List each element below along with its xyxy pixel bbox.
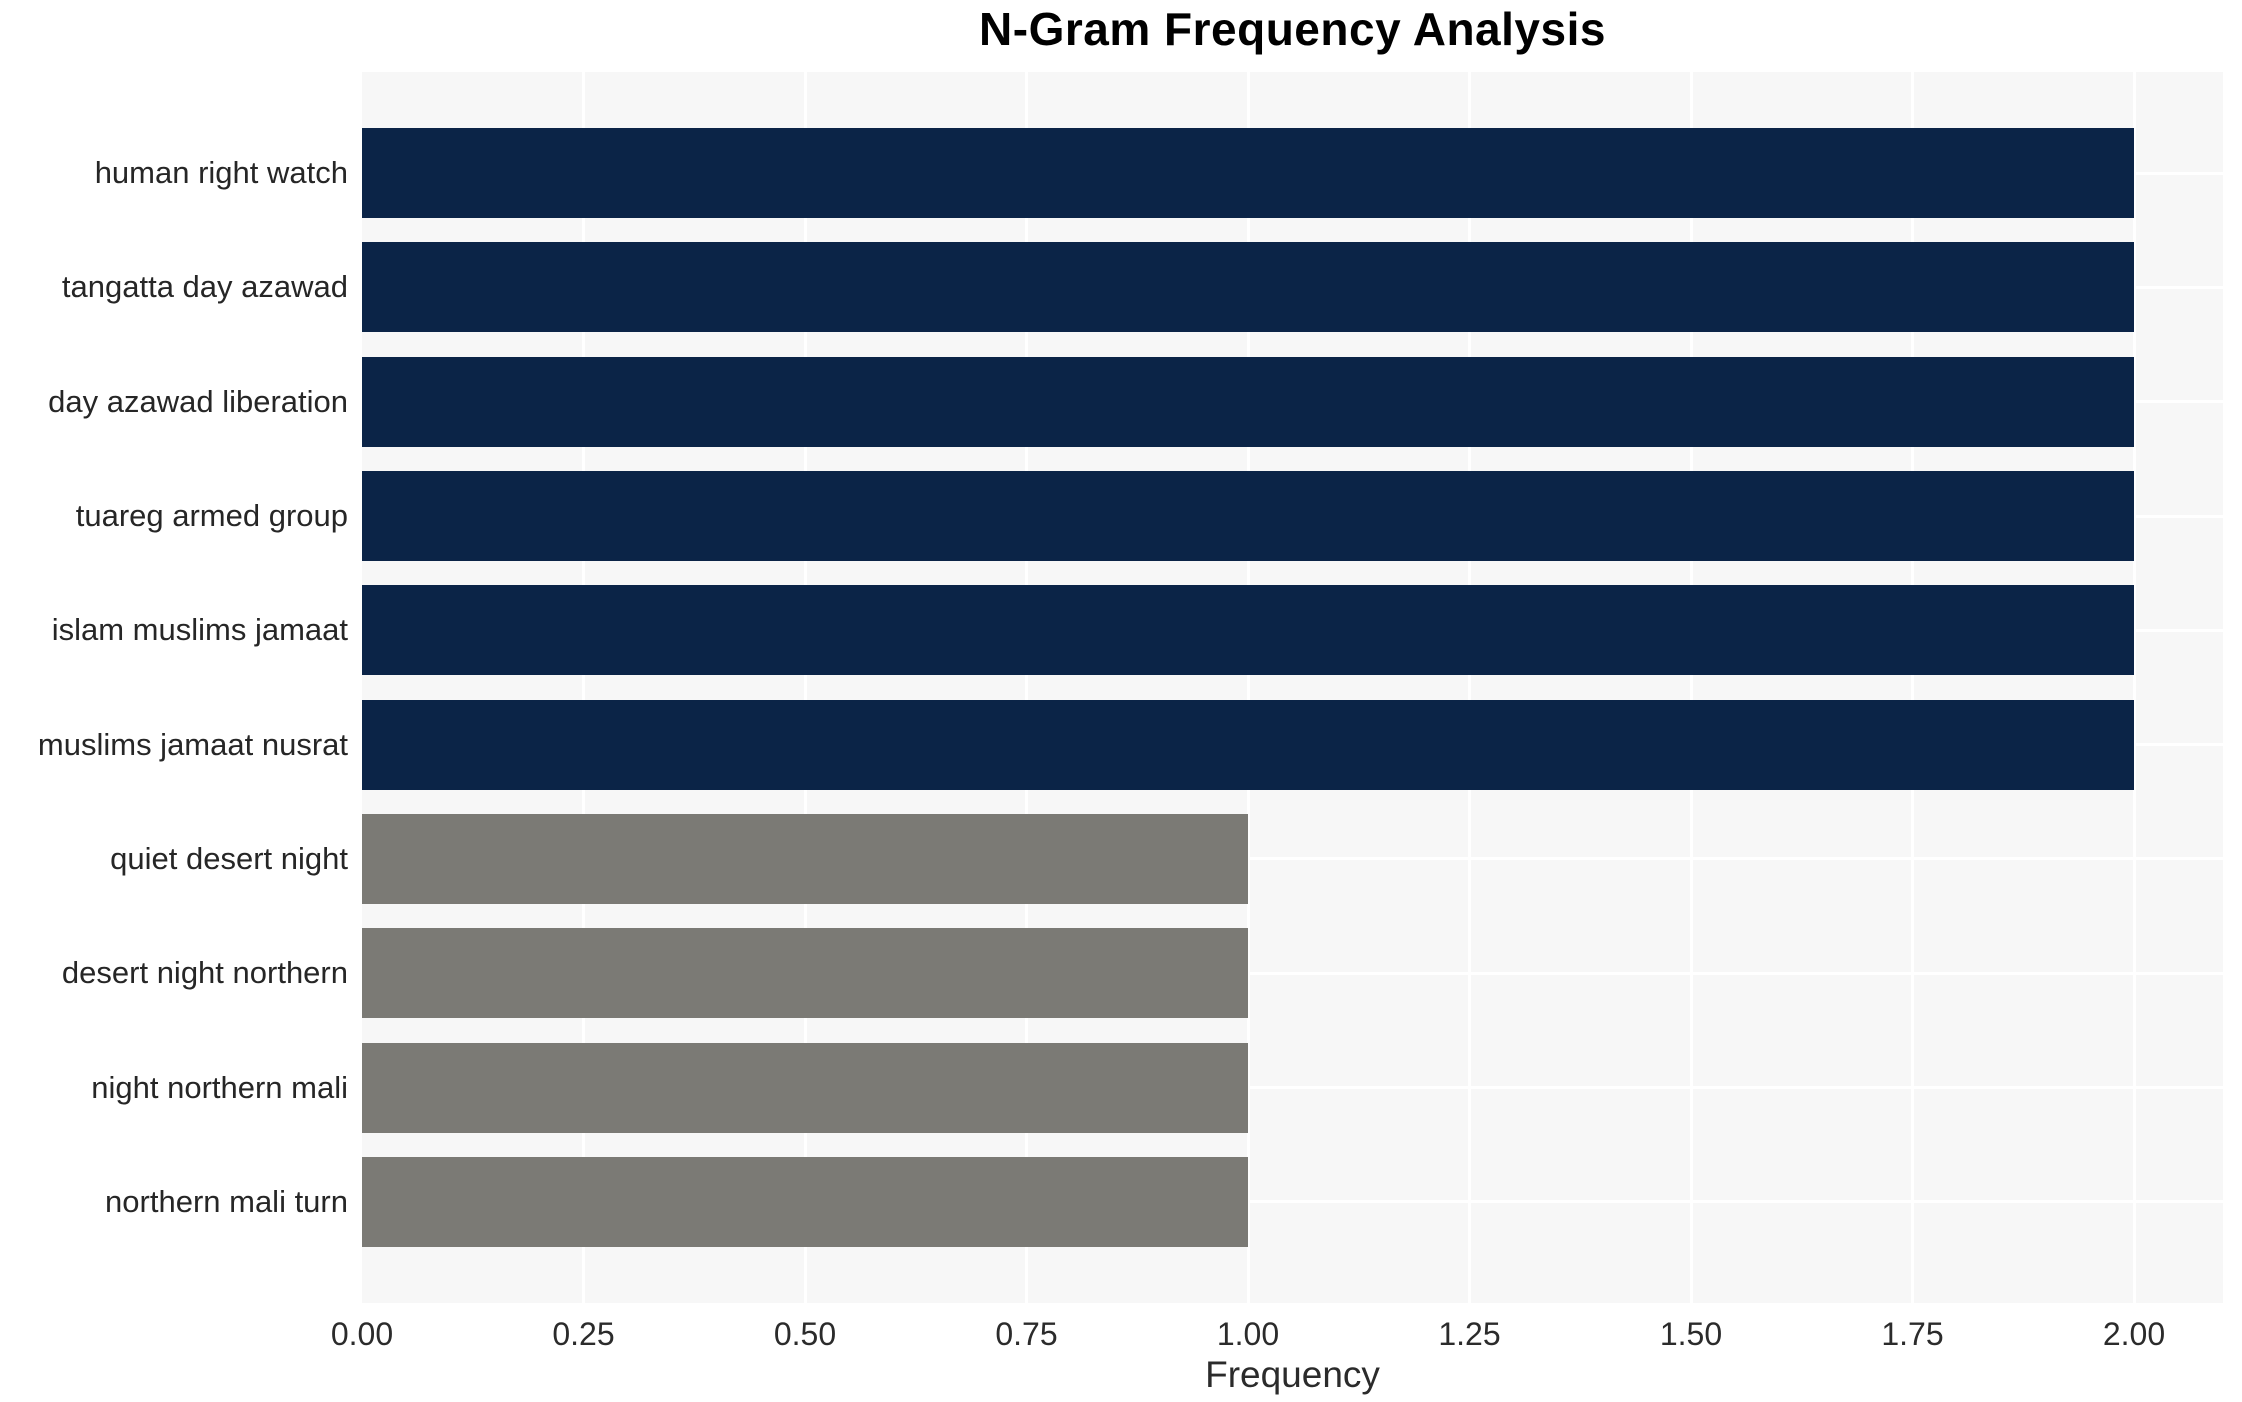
gridline-vertical xyxy=(2132,72,2136,1303)
y-axis-label: islam muslims jamaat xyxy=(51,612,348,648)
x-axis-tick-label: 1.50 xyxy=(1659,1316,1723,1352)
gridline-vertical xyxy=(1911,72,1914,1303)
y-axis-label: day azawad liberation xyxy=(48,383,348,419)
gridline-vertical xyxy=(1689,72,1693,1303)
gridline-horizontal xyxy=(362,1086,2223,1090)
y-axis-label: night northern mali xyxy=(91,1069,348,1105)
gridline-vertical xyxy=(803,72,807,1303)
gridline-vertical xyxy=(582,72,585,1303)
bar-northern-mali-turn xyxy=(362,1156,1248,1247)
bar-night-northern-mali xyxy=(362,1042,1248,1133)
bar-muslims-jamaat-nusrat xyxy=(362,699,2134,790)
x-axis-title: Frequency xyxy=(1205,1354,1380,1395)
x-axis-tick-label: 1.00 xyxy=(1216,1316,1280,1352)
gridline-horizontal xyxy=(362,971,2223,975)
x-axis-tick-label: 0.50 xyxy=(773,1316,837,1352)
bar-tangatta-day-azawad xyxy=(362,242,2134,333)
bar-quiet-desert-night xyxy=(362,813,1248,904)
x-axis-tick-label: 0.25 xyxy=(552,1316,615,1352)
gridline-vertical xyxy=(1025,72,1028,1303)
y-axis-label: tuareg armed group xyxy=(75,498,348,534)
chart-title: N-Gram Frequency Analysis xyxy=(979,3,1606,55)
bar-human-right-watch xyxy=(362,128,2134,219)
x-axis-tick-label: 1.25 xyxy=(1438,1316,1501,1352)
x-axis-tick-label: 0.00 xyxy=(330,1316,394,1352)
bar-tuareg-armed-group xyxy=(362,471,2134,562)
bar-day-azawad-liberation xyxy=(362,356,2134,447)
y-axis-label: northern mali turn xyxy=(105,1183,348,1219)
gridline-vertical xyxy=(1246,72,1250,1303)
x-axis-tick-label: 1.75 xyxy=(1881,1316,1944,1352)
y-axis-label: quiet desert night xyxy=(110,840,348,876)
y-axis-label: human right watch xyxy=(94,155,348,191)
gridline-horizontal xyxy=(362,1200,2223,1204)
y-axis-label: tangatta day azawad xyxy=(61,269,348,305)
gridline-vertical xyxy=(1468,72,1471,1303)
x-axis-tick-label: 2.00 xyxy=(2102,1316,2166,1352)
gridline-horizontal xyxy=(362,857,2223,861)
x-axis-tick-label: 0.75 xyxy=(995,1316,1058,1352)
bar-desert-night-northern xyxy=(362,928,1248,1019)
bar-islam-muslims-jamaat xyxy=(362,585,2134,676)
y-axis-label: desert night northern xyxy=(61,955,348,991)
y-axis-label: muslims jamaat nusrat xyxy=(37,726,348,762)
plot-area xyxy=(362,72,2223,1303)
